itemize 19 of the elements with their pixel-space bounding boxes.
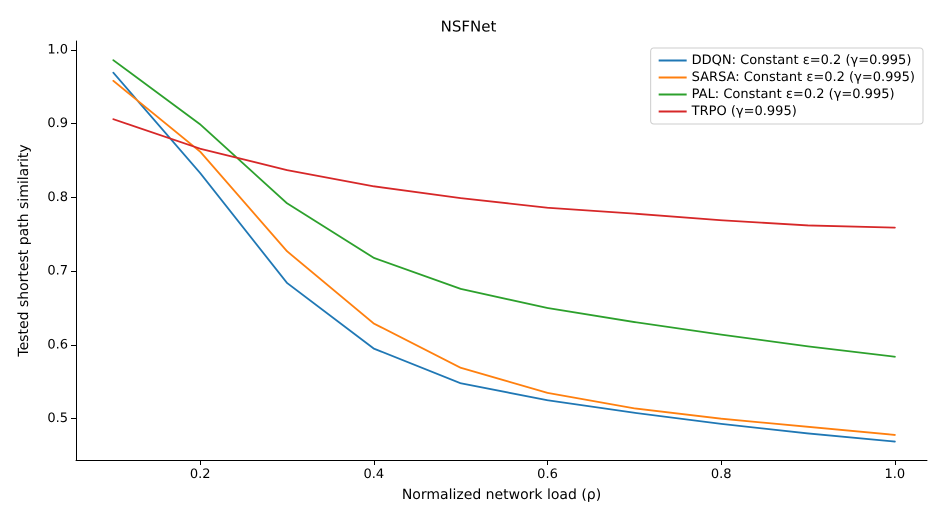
y-tick-label: 0.6 (47, 337, 68, 352)
x-tick-label: 1.0 (884, 467, 906, 482)
x-tick-label: 0.4 (364, 467, 384, 482)
legend-label: SARSA: Constant ε=0.2 (γ=0.995) (692, 70, 916, 85)
y-tick-label: 0.7 (47, 264, 68, 279)
x-tick-label: 0.8 (710, 467, 732, 482)
y-tick-label: 0.9 (47, 116, 68, 132)
y-tick-label: 1.0 (47, 42, 68, 58)
y-tick-label: 0.8 (47, 190, 68, 205)
legend-label: DDQN: Constant ε=0.2 (γ=0.995) (692, 53, 912, 68)
line-series (112, 118, 896, 229)
legend-label: TRPO (γ=0.995) (690, 104, 797, 119)
y-tick-label: 0.5 (47, 411, 68, 426)
chart-title: NSFNet (440, 18, 496, 36)
y-axis-title: Tested shortest path similarity (16, 144, 32, 358)
x-tick-label: 0.2 (190, 467, 211, 482)
legend-label: PAL: Constant ε=0.2 (γ=0.995) (692, 87, 895, 102)
x-axis-title: Normalized network load (ρ) (402, 487, 602, 503)
x-tick-label: 0.6 (537, 467, 558, 482)
